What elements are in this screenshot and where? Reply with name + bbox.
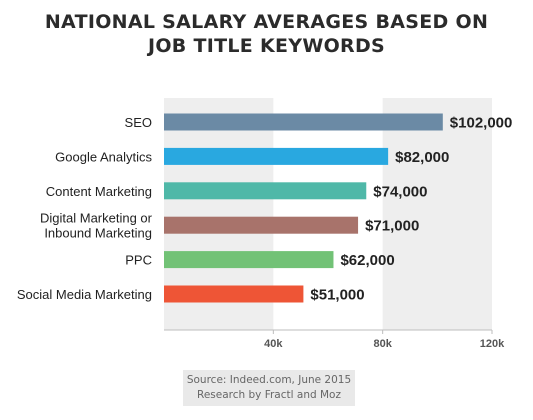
bar [164,285,304,303]
source-note: Source: Indeed.com, June 2015 Research b… [183,370,355,406]
bar [164,182,367,200]
category-label: Social Media Marketing [17,287,152,302]
value-label: $71,000 [365,218,419,235]
category-label: PPC [125,253,152,268]
value-label: $74,000 [373,183,427,200]
bar [164,147,389,165]
category-label: Inbound Marketing [44,226,152,241]
bar [164,251,334,269]
bar [164,216,359,234]
chart-title-line-1: NATIONAL SALARY AVERAGES BASED ON [44,11,489,33]
chart-title-line-2: JOB TITLE KEYWORDS [147,35,386,57]
x-tick-label: 120k [480,338,505,350]
value-label: $51,000 [310,287,364,304]
category-label: SEO [125,115,152,130]
category-label: Content Marketing [46,184,152,199]
chart-title: NATIONAL SALARY AVERAGES BASED ON JOB TI… [0,10,533,58]
value-label: $102,000 [450,115,513,132]
x-tick-label: 40k [264,338,283,350]
source-line: Source: Indeed.com, June 2015 [186,374,352,386]
credit-line: Research by Fractl and Moz [197,389,341,401]
bar [164,113,443,131]
category-label: Digital Marketing or [40,211,153,226]
shaded-band-2 [382,98,492,330]
category-label: Google Analytics [55,149,152,164]
value-label: $62,000 [340,252,394,269]
value-label: $82,000 [395,149,449,166]
x-tick-label: 80k [373,338,392,350]
